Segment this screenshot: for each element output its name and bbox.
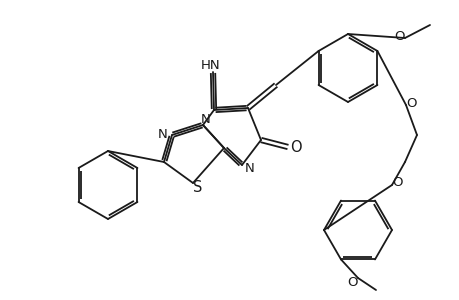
Text: N: N	[201, 112, 210, 125]
Text: O: O	[392, 176, 403, 190]
Text: S: S	[193, 181, 202, 196]
Text: O: O	[406, 97, 416, 110]
Text: O: O	[394, 29, 404, 43]
Text: O: O	[290, 140, 301, 154]
Text: N: N	[158, 128, 168, 140]
Text: N: N	[245, 161, 254, 175]
Text: O: O	[347, 277, 358, 290]
Text: HN: HN	[201, 58, 220, 71]
